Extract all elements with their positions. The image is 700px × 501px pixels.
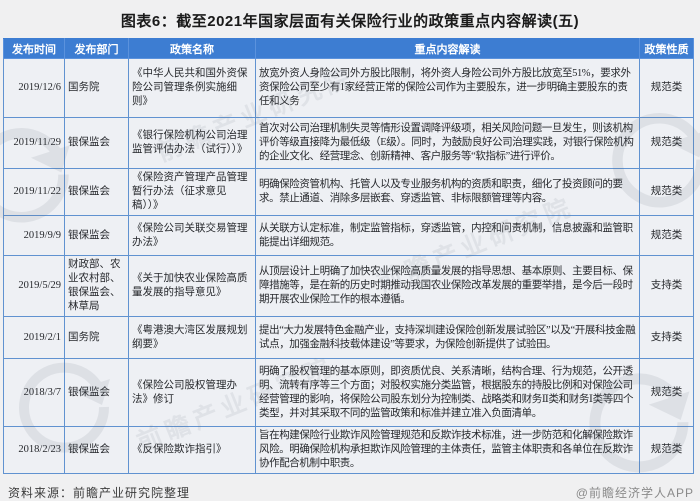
policy-content: 放宽外资人身险公司外方股比限制，将外资人身险公司外方股比放宽至51%，要求外资保… <box>255 58 640 118</box>
policy-nature: 支持类 <box>639 316 694 359</box>
publish-dept: 国务院 <box>64 58 129 118</box>
table-row: 2018/2/23 银保监会 《反保险欺诈指引》 旨在构建保险行业欺诈风险管理规… <box>3 426 694 474</box>
column-header-policy-name: 政策名称 <box>128 38 256 59</box>
publish-date: 2018/3/7 <box>3 358 65 427</box>
brand-note: @前瞻经济学人APP <box>575 486 694 500</box>
column-header-publish-dept: 发布部门 <box>64 38 129 59</box>
column-header-publish-date: 发布时间 <box>3 38 65 59</box>
table-row: 2019/5/29 财政部、农业农村部、银保监会、林草局 《关于加快农业保险高质… <box>3 255 694 317</box>
policy-table-body: 2019/12/6 国务院 《中华人民共和国外资保险公司管理条例实施细则》 放宽… <box>3 58 694 474</box>
column-header-policy-nature: 政策性质 <box>639 38 694 59</box>
policy-table: 发布时间 发布部门 政策名称 重点内容解读 政策性质 2019/12/6 国务院… <box>3 38 694 474</box>
policy-name: 《保险公司股权管理办法》修订 <box>128 358 256 427</box>
table-row: 2018/3/7 银保监会 《保险公司股权管理办法》修订 明确了股权管理的基本原… <box>3 358 694 427</box>
publish-date: 2019/5/29 <box>3 255 65 317</box>
policy-nature: 规范类 <box>639 358 694 427</box>
publish-dept: 银保监会 <box>64 358 129 427</box>
policy-nature: 规范类 <box>639 58 694 118</box>
publish-dept: 银保监会 <box>64 215 129 256</box>
publish-date: 2018/2/23 <box>3 426 65 474</box>
publish-date: 2019/11/29 <box>3 117 65 169</box>
publish-dept: 银保监会 <box>64 117 129 169</box>
policy-content: 旨在构建保险行业欺诈风险管理规范和反欺诈技术标准，进一步防范和化解保险欺诈风险。… <box>255 426 640 474</box>
publish-dept: 国务院 <box>64 316 129 359</box>
policy-name: 《保险资产管理产品管理暂行办法（征求意见稿））》 <box>128 168 256 216</box>
column-header-policy-content: 重点内容解读 <box>255 38 640 59</box>
table-row: 2019/11/29 银保监会 《银行保险机构公司治理监管评估办法（试行））》 … <box>3 117 694 169</box>
policy-name: 《中华人民共和国外资保险公司管理条例实施细则》 <box>128 58 256 118</box>
policy-nature: 支持类 <box>639 255 694 317</box>
table-row: 2019/2/1 国务院 《粤港澳大湾区发展规划纲要》 提出“大力发展特色金融产… <box>3 316 694 359</box>
publish-date: 2019/9/9 <box>3 215 65 256</box>
table-row: 2019/9/9 银保监会 《保险公司关联交易管理办法》 从关联方认定标准，制定… <box>3 215 694 256</box>
policy-nature: 规范类 <box>639 426 694 474</box>
policy-content: 提出“大力发展特色金融产业，支持深圳建设保险创新发展试验区”以及“开展科技金融试… <box>255 316 640 359</box>
figure-title: 图表6：截至2021年国家层面有关保险行业的政策重点内容解读(五) <box>120 13 580 30</box>
publish-dept: 银保监会 <box>64 168 129 216</box>
policy-name: 《反保险欺诈指引》 <box>128 426 256 474</box>
policy-nature: 规范类 <box>639 117 694 169</box>
policy-content: 首次对公司治理机制失灵等情形设置调降评级项，相关风险问题一旦发生，则该机构评价等… <box>255 117 640 169</box>
policy-name: 《粤港澳大湾区发展规划纲要》 <box>128 316 256 359</box>
publish-date: 2019/11/22 <box>3 168 65 216</box>
policy-content: 明确了股权管理的基本原则，即资质优良、关系清晰，结构合理、行为规范，公开透明、流… <box>255 358 640 427</box>
policy-name: 《银行保险机构公司治理监管评估办法（试行））》 <box>128 117 256 169</box>
policy-content: 从顶层设计上明确了加快农业保险高质量发展的指导思想、基本原则、主要目标、保障措施… <box>255 255 640 317</box>
policy-name: 《保险公司关联交易管理办法》 <box>128 215 256 256</box>
policy-table-header: 发布时间 发布部门 政策名称 重点内容解读 政策性质 <box>3 38 694 59</box>
policy-content: 明确保险资管机构、托管人以及专业服务机构的资质和职责，细化了投资顾问的要求。禁止… <box>255 168 640 216</box>
policy-nature: 规范类 <box>639 215 694 256</box>
policy-nature: 规范类 <box>639 168 694 216</box>
figure-footer: 资料来源：前瞻产业研究院整理 @前瞻经济学人APP <box>0 484 700 501</box>
table-row: 2019/11/22 银保监会 《保险资产管理产品管理暂行办法（征求意见稿））》… <box>3 168 694 216</box>
publish-date: 2019/2/1 <box>3 316 65 359</box>
policy-name: 《关于加快农业保险高质量发展的指导意见》 <box>128 255 256 317</box>
publish-dept: 财政部、农业农村部、银保监会、林草局 <box>64 255 129 317</box>
source-note: 资料来源：前瞻产业研究院整理 <box>8 486 191 500</box>
publish-date: 2019/12/6 <box>3 58 65 118</box>
table-row: 2019/12/6 国务院 《中华人民共和国外资保险公司管理条例实施细则》 放宽… <box>3 58 694 118</box>
publish-dept: 银保监会 <box>64 426 129 474</box>
policy-content: 从关联方认定标准，制定监管指标，穿透监管，内控和问责机制，信息披露和监管职能提出… <box>255 215 640 256</box>
